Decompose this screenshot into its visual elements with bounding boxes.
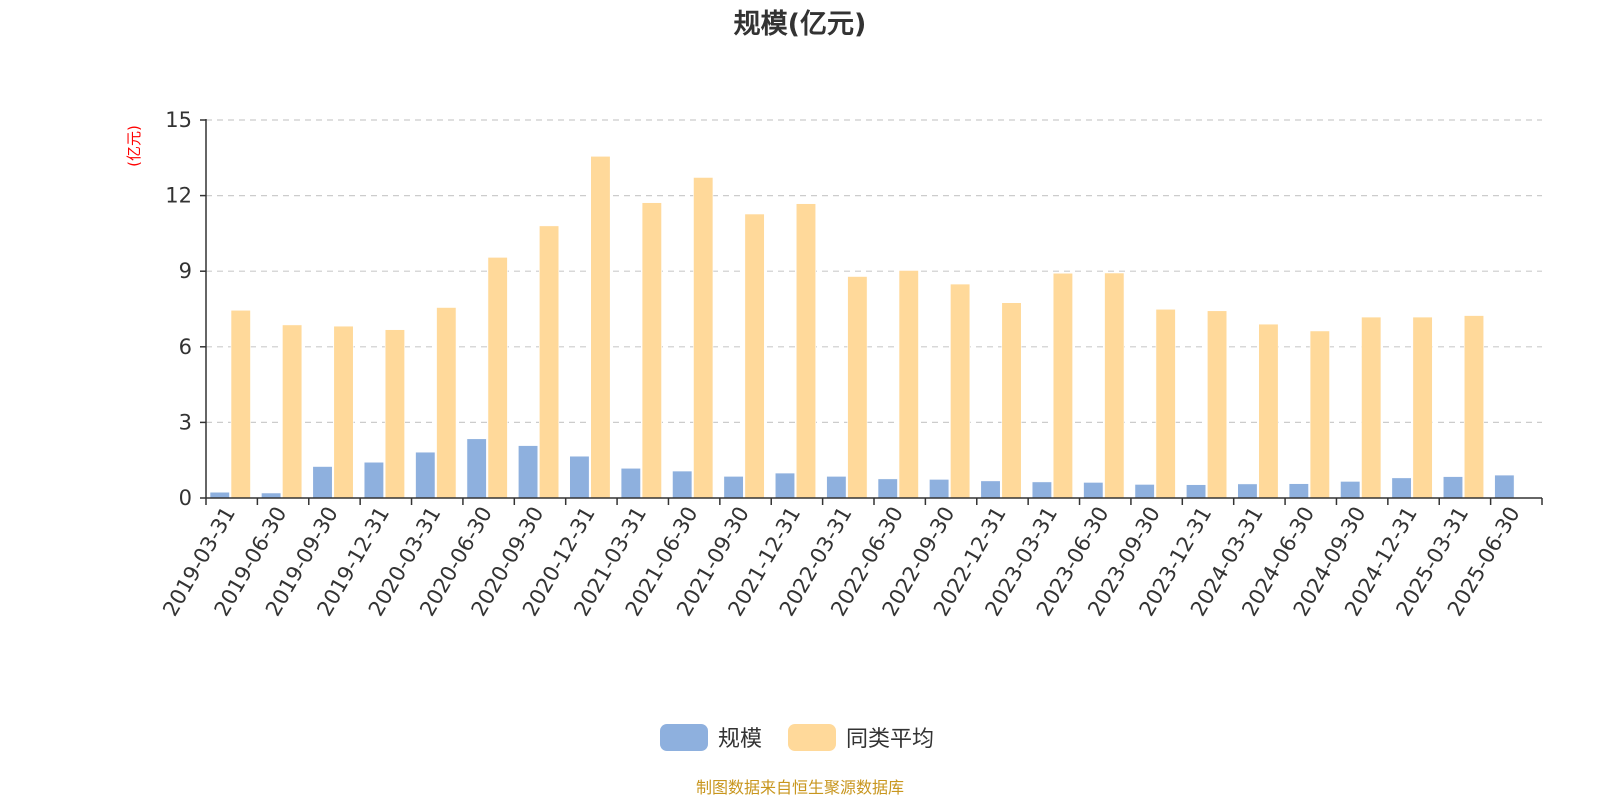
y-axis-unit-label: (亿元) xyxy=(125,125,143,167)
bar-peer-average xyxy=(590,155,611,499)
bar-peer-average xyxy=(384,329,405,499)
legend-label: 同类平均 xyxy=(846,727,934,752)
bar-scale xyxy=(620,467,641,499)
bar-scale xyxy=(312,466,333,499)
legend: 规模 同类平均 xyxy=(660,724,934,752)
grid-lines xyxy=(206,119,1542,423)
bar-scale xyxy=(723,476,744,499)
bar-scale xyxy=(1340,481,1361,499)
bar-scale xyxy=(929,479,950,499)
bar-peer-average xyxy=(1258,323,1279,499)
bar-peer-average xyxy=(744,213,765,499)
legend-swatch xyxy=(660,724,708,751)
bar-scale xyxy=(261,492,282,499)
bar-scale xyxy=(569,455,590,499)
bar-peer-average xyxy=(950,283,971,499)
bar-peer-average xyxy=(1309,330,1330,499)
y-tick-label: 3 xyxy=(179,410,192,434)
bar-peer-average xyxy=(1361,316,1382,499)
bar-scale xyxy=(1237,483,1258,499)
bar-peer-average xyxy=(487,257,508,499)
bar-scale xyxy=(774,472,796,499)
bars xyxy=(209,155,1515,499)
legend-label: 规模 xyxy=(718,727,762,752)
bar-scale xyxy=(1391,477,1412,499)
bar-peer-average xyxy=(539,225,560,499)
y-tick-label: 15 xyxy=(165,108,192,132)
bar-peer-average xyxy=(282,324,303,499)
bar-peer-average xyxy=(1001,302,1022,499)
bar-peer-average xyxy=(641,202,662,499)
bar-scale xyxy=(1083,482,1104,499)
bar-scale xyxy=(415,451,436,499)
bar-peer-average xyxy=(847,276,868,499)
bar-scale xyxy=(877,478,898,499)
bar-peer-average xyxy=(1052,272,1073,499)
bar-scale xyxy=(209,491,230,499)
bar-peer-average xyxy=(1155,308,1176,499)
y-tick-label: 0 xyxy=(179,486,192,510)
y-tick-label: 9 xyxy=(179,259,192,283)
bar-peer-average xyxy=(436,307,457,499)
bar-scale xyxy=(1134,484,1155,499)
y-tick-label: 12 xyxy=(165,184,192,208)
bar-peer-average xyxy=(1207,310,1228,499)
y-tick-label: 6 xyxy=(179,335,192,359)
bar-peer-average xyxy=(1412,316,1433,499)
bar-scale xyxy=(466,438,487,499)
bar-peer-average xyxy=(693,177,714,499)
bar-peer-average xyxy=(1104,272,1125,499)
bar-scale xyxy=(518,445,539,499)
source-note: 制图数据来自恒生聚源数据库 xyxy=(696,778,904,797)
bar-scale xyxy=(980,480,1001,499)
bar-scale xyxy=(363,461,384,499)
chart-title: 规模(亿元) xyxy=(734,9,867,40)
bar-peer-average xyxy=(1463,315,1485,499)
bar-peer-average xyxy=(333,325,354,499)
bar-peer-average xyxy=(795,203,817,499)
bar-scale xyxy=(672,470,693,499)
bar-scale xyxy=(1186,484,1207,499)
bar-scale xyxy=(1031,481,1052,499)
legend-swatch xyxy=(788,724,836,751)
bar-scale xyxy=(1494,474,1515,499)
bar-scale xyxy=(1442,476,1464,499)
bar-peer-average xyxy=(898,270,919,499)
bar-peer-average xyxy=(230,309,251,499)
bar-scale xyxy=(826,476,847,499)
bar-scale xyxy=(1288,483,1309,499)
